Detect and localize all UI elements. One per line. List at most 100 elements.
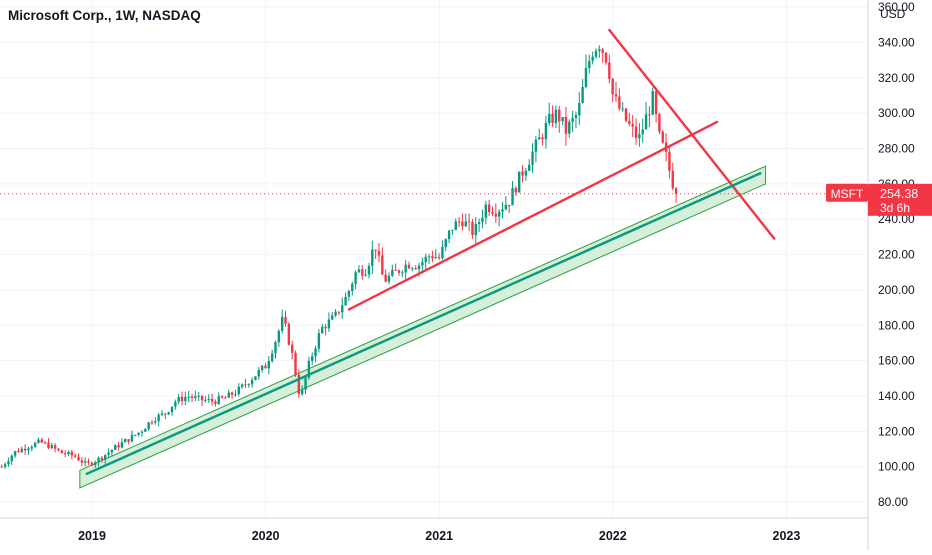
candle-body	[364, 274, 367, 276]
candle-body	[321, 326, 324, 334]
candle-body	[347, 291, 351, 297]
candle-body	[634, 126, 638, 138]
candle-body	[371, 249, 374, 266]
candle-body	[521, 171, 524, 176]
candle-body	[588, 60, 591, 69]
y-tick-label: 280.00	[878, 142, 915, 156]
candle-body	[257, 370, 260, 377]
candle-body	[648, 114, 651, 116]
trendlines[interactable]	[85, 28, 776, 476]
candle-body	[467, 221, 471, 223]
candle-body	[594, 50, 598, 57]
trend-channel[interactable]	[79, 165, 767, 489]
candle-body	[377, 250, 381, 256]
candle-body	[387, 275, 391, 282]
candle-body	[374, 249, 377, 251]
candle-body	[331, 315, 334, 320]
candle-body	[180, 396, 184, 402]
candle-body	[114, 445, 117, 450]
candle-body	[154, 421, 157, 423]
candle-body	[147, 422, 150, 429]
y-tick-label: 320.00	[878, 71, 915, 85]
candle-body	[361, 269, 364, 276]
candle-body	[511, 188, 514, 206]
candle-body	[104, 454, 107, 460]
candle-body	[407, 264, 411, 269]
trendline[interactable]	[85, 172, 762, 476]
candle-body	[397, 270, 401, 273]
candle-body	[234, 394, 237, 396]
candle-body	[190, 396, 194, 398]
candle-body	[274, 342, 277, 354]
candle-body	[608, 62, 611, 79]
candle-body	[311, 356, 314, 361]
candle-body	[57, 448, 60, 451]
candle-body	[260, 365, 264, 371]
y-tick-label: 200.00	[878, 283, 915, 297]
candle-body	[47, 442, 50, 448]
x-tick-label: 2019	[78, 529, 106, 543]
candle-body	[514, 188, 518, 193]
candle-body	[427, 256, 431, 258]
candle-body	[7, 461, 10, 465]
candle-body	[424, 256, 427, 263]
candle-body	[150, 422, 154, 424]
candle-body	[67, 451, 70, 455]
candle-body	[384, 274, 387, 282]
candle-body	[534, 139, 538, 152]
candle-body	[658, 114, 661, 132]
candle-body	[294, 352, 297, 375]
candle-body	[300, 389, 304, 395]
candle-body	[568, 121, 571, 134]
trendline[interactable]	[347, 120, 719, 311]
candle-body	[20, 448, 23, 453]
candle-body	[541, 137, 544, 140]
y-tick-label: 360.00	[878, 0, 915, 14]
candle-body	[117, 445, 120, 448]
candle-body	[33, 442, 37, 447]
candle-body	[544, 123, 548, 140]
candle-body	[297, 374, 301, 395]
candle-body	[160, 413, 164, 415]
candle-body	[197, 395, 200, 397]
candle-body	[628, 120, 631, 124]
candle-body	[287, 323, 291, 345]
candle-body	[391, 269, 394, 276]
channel-band[interactable]	[79, 165, 767, 489]
candle-body	[254, 376, 257, 380]
candle-body	[144, 428, 147, 432]
candle-body	[497, 211, 501, 217]
candle-body	[357, 269, 361, 273]
candle-body	[417, 265, 421, 270]
candle-body	[30, 446, 33, 449]
candle-body	[581, 86, 584, 104]
candle-body	[624, 108, 628, 121]
candle-body	[184, 396, 187, 402]
candle-body	[13, 451, 17, 456]
candle-body	[83, 461, 87, 463]
candle-body	[247, 384, 250, 386]
candle-body	[484, 204, 488, 218]
candle-body	[441, 246, 444, 259]
candle-body	[491, 211, 494, 214]
candle-body	[477, 222, 481, 224]
candle-body	[598, 49, 601, 51]
candle-body	[504, 204, 508, 210]
candle-body	[334, 311, 337, 316]
candle-body	[314, 348, 317, 357]
trendline[interactable]	[608, 28, 776, 240]
candle-body	[341, 305, 344, 313]
candle-body	[94, 462, 97, 465]
candle-body	[551, 113, 554, 124]
candle-body	[538, 137, 541, 140]
candle-body	[324, 326, 327, 329]
candle-body	[50, 445, 54, 448]
candle-body	[134, 434, 137, 436]
candle-body	[107, 452, 110, 455]
candle-body	[437, 257, 441, 259]
candle-body	[167, 412, 170, 415]
candle-body	[451, 229, 454, 231]
candle-body	[604, 52, 608, 63]
